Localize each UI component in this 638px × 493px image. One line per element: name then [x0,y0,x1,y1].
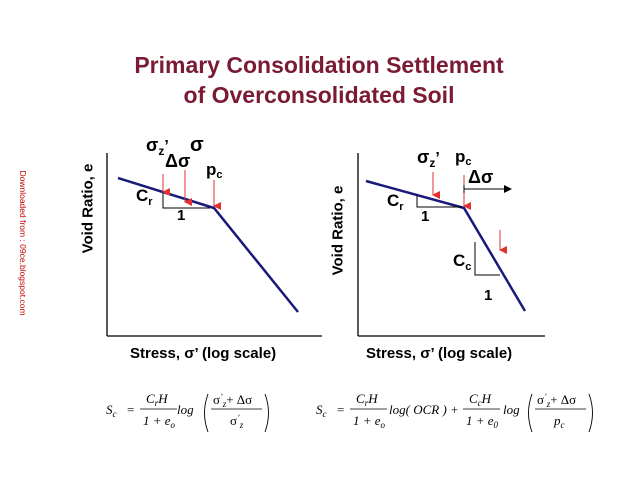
right-cc-label: Cc [453,251,471,273]
right-eq-term2-numerator: CcH [469,391,492,408]
right-sigma-z-label: σz’ [417,147,440,170]
right-eq-term1-numerator: CrH [356,391,378,408]
right-cr-label: Cr [387,191,404,213]
left-sigma-z-label: σz’ [146,135,169,158]
left-eq-equals: = [127,402,134,417]
left-eq-frac-denominator: σ’z [230,413,244,430]
right-x-axis-label: Stress, σ’ (log scale) [366,345,513,362]
left-eq-close-paren [264,393,269,433]
right-cr-run-label: 1 [421,208,429,225]
right-eq-term1-log: log( OCR ) + [389,402,459,417]
right-eq-term1-denominator: 1 + eo [353,413,386,430]
left-eq-denominator: 1 + eo [143,413,176,430]
right-delta-sigma-label: Δσ [468,167,493,187]
left-eq-lhs: Sc [106,402,117,419]
right-cc-run-label: 1 [484,287,492,304]
right-eq-equals: = [337,402,344,417]
left-cr-slope-triangle [162,193,210,209]
right-eq-close-paren [588,393,593,433]
right-settlement-equation: Sc = CrH 1 + eo log( OCR ) + CcH 1 + e0 … [316,391,593,433]
left-cr-run-label: 1 [177,207,185,224]
left-eq-numerator: CrH [146,391,168,408]
left-sigma-label: σ [190,134,204,156]
right-eq-lhs: Sc [316,402,327,419]
left-settlement-equation: Sc = CrH 1 + eo log σ’z+ Δσ σ’z [106,391,269,433]
left-pc-label: pc [206,160,223,181]
right-eq-term2-denominator: 1 + e0 [466,413,499,430]
page-title-line-2: of Overconsolidated Soil [183,82,455,108]
left-eq-open-paren [204,393,209,433]
right-cc-slope-triangle [474,242,500,276]
page-title-line-1: Primary Consolidation Settlement [134,52,504,78]
right-eq-frac-denominator: pc [553,413,565,430]
left-cr-label: Cr [136,186,153,208]
right-chart: σz’ pc Δσ Cr 1 Cc 1 [357,147,545,337]
right-cr-slope-triangle [416,195,462,208]
left-chart: σz’ σ Δσ pc Cr 1 [106,134,322,337]
left-x-axis-label: Stress, σ’ (log scale) [130,345,277,362]
left-eq-log: log [177,402,194,417]
right-eq-term2-log: log [503,402,520,417]
left-eq-frac-numerator: σ’z+ Δσ [213,392,252,409]
left-delta-sigma-label: Δσ [165,151,190,171]
right-eq-frac-numerator: σ’z+ Δσ [537,392,576,409]
right-pc-label: pc [455,147,472,168]
right-eq-open-paren [528,393,533,433]
